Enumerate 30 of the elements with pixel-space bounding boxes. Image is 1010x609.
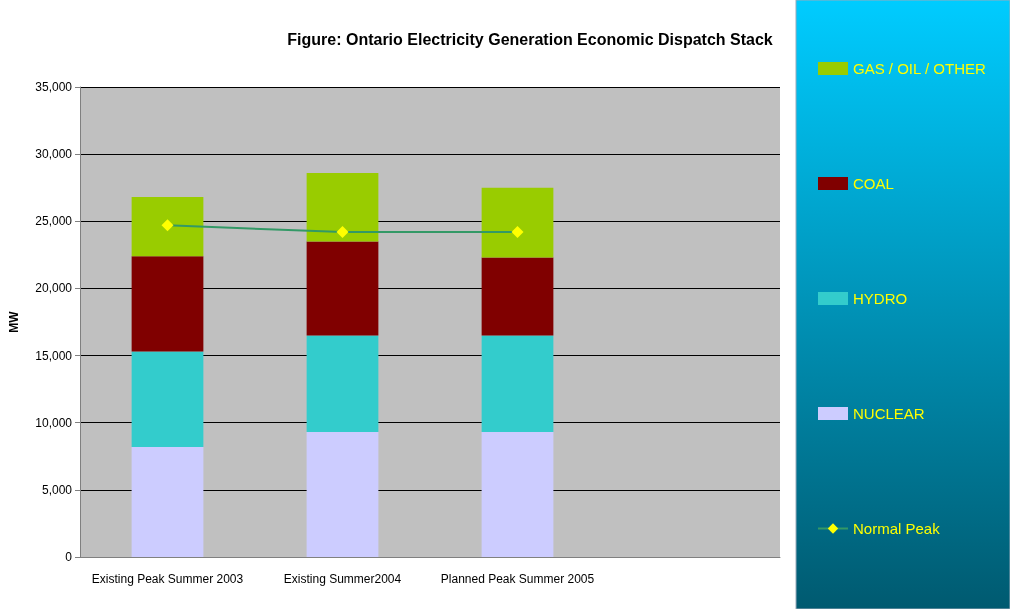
legend-label: HYDRO [853, 290, 908, 307]
bar [131, 256, 204, 352]
y-tick-label: 5,000 [41, 482, 73, 497]
bar [306, 172, 379, 242]
legend-label: COAL [853, 175, 894, 192]
legend-label: NUCLEAR [853, 405, 925, 422]
bar [306, 432, 379, 557]
y-tick-label: 25,000 [35, 214, 73, 229]
x-tick-label: Planned Peak Summer 2005 [440, 572, 595, 586]
bar [131, 446, 204, 557]
chart-title: Figure: Ontario Electricity Generation Economic Dispatch Stack [287, 30, 773, 48]
bar [481, 187, 554, 258]
bar [306, 335, 379, 433]
y-tick-label: 20,000 [35, 281, 73, 296]
y-tick-label: 15,000 [35, 348, 73, 363]
y-tick-label: 35,000 [35, 80, 73, 94]
bar [131, 197, 204, 257]
bar [481, 335, 554, 433]
bar [481, 257, 554, 336]
bar [131, 351, 204, 447]
bar [481, 432, 554, 557]
legend-label: GAS / OIL / OTHER [853, 60, 986, 77]
x-tick-label: Existing Peak Summer 2003 [91, 572, 244, 586]
x-tick-label: Existing Summer2004 [283, 572, 402, 586]
bar [306, 241, 379, 336]
y-tick-label: 30,000 [35, 147, 73, 162]
legend-label: Normal Peak [853, 520, 941, 537]
y-tick-label: 10,000 [35, 415, 73, 430]
y-axis-title: MW [7, 310, 21, 333]
y-tick-label: 0 [65, 550, 73, 564]
